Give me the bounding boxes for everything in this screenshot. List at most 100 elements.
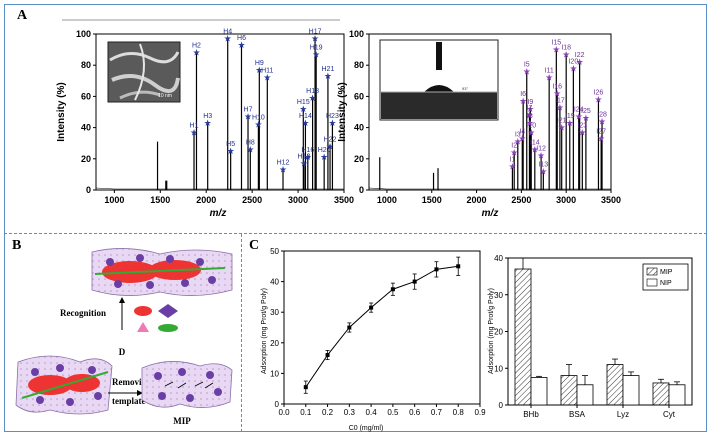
vertical-divider [241, 234, 242, 432]
baseline [368, 187, 611, 190]
peak-label: I9 [527, 99, 533, 106]
x-tick-label: 2500 [511, 195, 531, 205]
peak-star: ★ [510, 148, 518, 158]
y-tick-label: 40 [354, 123, 364, 133]
x-tick-label: 1500 [422, 195, 442, 205]
peak-star: ★ [552, 45, 560, 55]
x-tick-label: 0.5 [387, 408, 399, 417]
peak-star: ★ [594, 95, 602, 105]
peak-label: I20 [568, 58, 578, 65]
x-tick-label: 3000 [556, 195, 576, 205]
peak-label: I11 [545, 68, 554, 75]
plot-frame [283, 250, 481, 405]
sem-inset-image: 10 nm [107, 41, 181, 103]
peak-label: H8 [246, 139, 255, 146]
selectivity-ylabel: Adsorption (mg Prot/g Poly) [488, 288, 495, 374]
peak-star: ★ [598, 116, 606, 126]
d-label: D [119, 347, 126, 357]
y-tick-label: 50 [270, 247, 279, 256]
y-tick-label: 20 [494, 328, 503, 337]
peak-label: I18 [561, 44, 571, 51]
plot-frame [368, 33, 612, 191]
peak-star: ★ [531, 144, 539, 154]
peak-label: I14 [530, 139, 540, 146]
baseline [95, 187, 344, 190]
peak-label: H18 [306, 88, 319, 95]
peak-label: H5 [226, 141, 235, 148]
data-point [390, 287, 395, 292]
peak-label: H17 [309, 29, 322, 36]
peak-star: ★ [545, 73, 553, 83]
peak-star: ★ [255, 65, 263, 75]
peak-label: H2 [192, 43, 201, 50]
y-tick-label: 10 [494, 364, 503, 373]
spectrum-i-chart: Intensity (%) m/z 1000 1500 2000 2500 3000 35… [337, 29, 621, 219]
removing-label-1: Removing the [112, 377, 165, 387]
y-tick-label: 100 [349, 29, 364, 39]
mip-bar [560, 375, 578, 406]
peak-label: I8 [527, 113, 533, 120]
y-tick-label: 80 [81, 60, 91, 70]
peak-label: H22 [324, 136, 337, 143]
x-tick-label: 0.0 [278, 408, 290, 417]
peak-label: H6 [237, 35, 246, 42]
peak-label: H7 [244, 107, 253, 114]
peak-label: I26 [594, 90, 604, 97]
data-point [412, 279, 417, 284]
peak-label: I21 [557, 118, 567, 125]
panel-label-c: C [249, 238, 260, 253]
y-tick-label: 40 [494, 254, 503, 263]
peak-label: H4 [223, 29, 232, 36]
adsorption-isotherm-chart: Adsorption (mg Prot/g Poly) C0 (mg/ml) 0… [261, 247, 486, 432]
x-tick-label: 2000 [467, 195, 487, 205]
peak-label: H13 [298, 153, 311, 160]
y-tick-label: 30 [270, 308, 279, 317]
peak-star: ★ [279, 165, 287, 175]
peak-star: ★ [237, 40, 245, 50]
x-tick-label: 2500 [242, 195, 262, 205]
peak-label: H3 [203, 113, 212, 120]
data-point [369, 305, 374, 310]
category-label: Cyt [663, 410, 676, 419]
peak-label: I15 [551, 40, 561, 47]
mip-bar [514, 268, 532, 406]
category-label: BHb [523, 410, 539, 419]
category-label: Lyz [617, 410, 629, 419]
peak-label: I10 [526, 122, 536, 129]
nip-bar [530, 377, 548, 406]
peak-label: I28 [597, 111, 607, 118]
peak-label: I24 [574, 107, 584, 114]
peak-label: I2 [511, 143, 517, 150]
y-tick-label: 60 [81, 91, 91, 101]
peak-label: I3 [515, 132, 521, 139]
peak-star: ★ [569, 63, 577, 73]
peak-star: ★ [566, 118, 574, 128]
peak-star: ★ [539, 166, 547, 176]
x-tick-label: 1000 [104, 195, 124, 205]
template-shapes [134, 304, 178, 332]
data-point [303, 385, 308, 390]
mip-bar [652, 382, 670, 406]
peak-label: H14 [299, 113, 312, 120]
peak-star: ★ [320, 152, 328, 162]
peak-star: ★ [575, 112, 583, 122]
nip-bar [668, 384, 686, 406]
x-tick-label: 0.8 [453, 408, 465, 417]
x-tick-label: 1000 [377, 195, 397, 205]
peak-label: H19 [310, 44, 323, 51]
y-tick-label: 10 [270, 369, 279, 378]
recognition-label: Recognition [60, 308, 106, 318]
y-tick-label: 20 [354, 154, 364, 164]
peak-star: ★ [556, 102, 564, 112]
peak-label: I4 [519, 129, 525, 136]
peak-label: H12 [277, 160, 290, 167]
peak-star: ★ [576, 57, 584, 67]
peak-star: ★ [537, 151, 545, 161]
x-tick-label: 0.9 [474, 408, 486, 417]
peak-star: ★ [326, 141, 334, 151]
peak-label: I16 [552, 83, 562, 90]
data-point [347, 325, 352, 330]
x-tick-label: 2000 [196, 195, 216, 205]
y-tick-label: 60 [354, 91, 364, 101]
